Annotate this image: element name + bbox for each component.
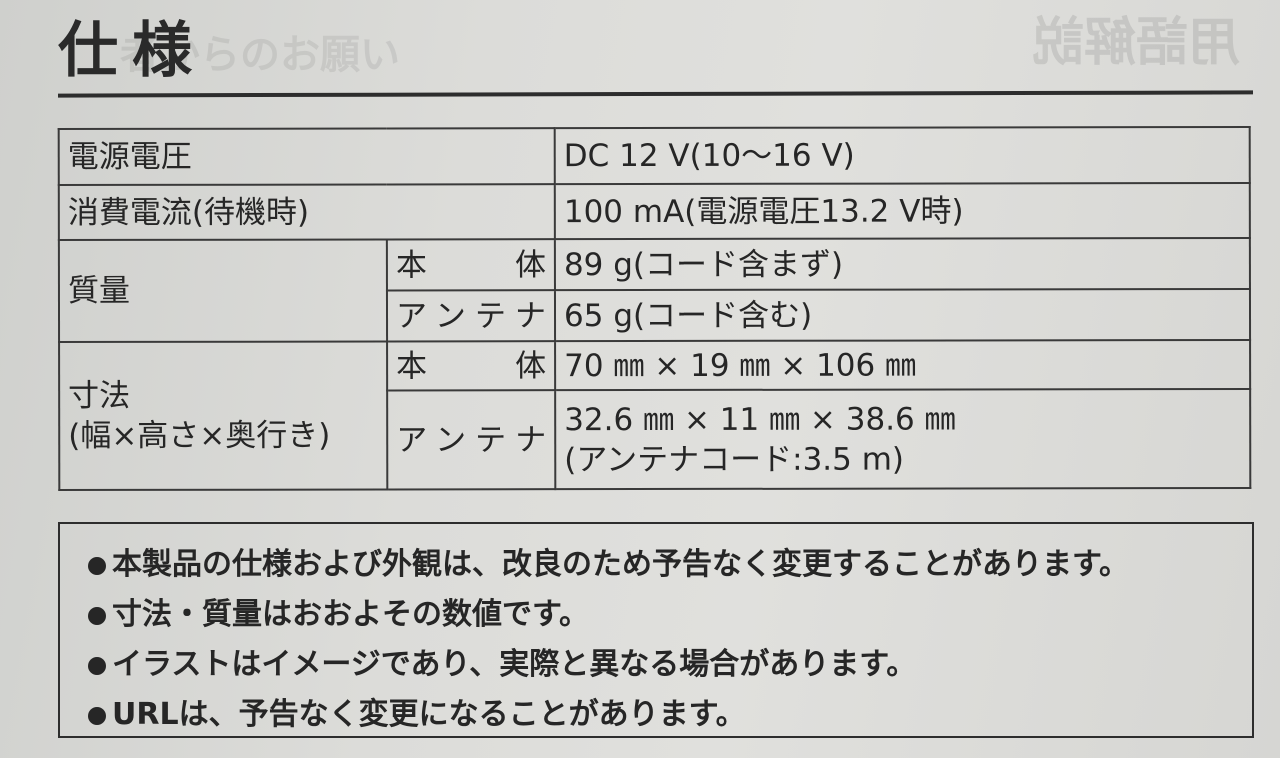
table-row: 電源電圧 DC 12 V(10～16 V) — [58, 126, 1250, 186]
page-title: 仕様 — [58, 16, 206, 86]
bleed-through-heading: 用語解説 — [1031, 13, 1240, 73]
row-value: 32.6 ㎜ × 11 ㎜ × 38.6 ㎜ (アンテナコード:3.5 m) — [555, 388, 1251, 490]
value-line1: 32.6 ㎜ × 11 ㎜ × 38.6 ㎜ — [564, 400, 956, 438]
bullet-icon — [88, 556, 106, 575]
row-label: 質量 — [58, 239, 388, 343]
row-label: 消費電流(待機時) — [58, 184, 555, 241]
row-value: 100 mA(電源電圧13.2 V時) — [554, 182, 1250, 240]
sub-label: 本 体 — [387, 341, 556, 391]
note-item: イラストはイメージであり、実際と異なる場合があります。 — [88, 640, 1252, 690]
bleed-through-subheading: 者からのお願い — [120, 32, 400, 78]
bullet-icon — [88, 656, 106, 675]
table-row: 寸法 (幅×高さ×奥行き) 本 体 70 ㎜ × 19 ㎜ × 106 ㎜ — [59, 339, 1251, 491]
note-item: 本製品の仕様および外観は、改良のため予告なく変更することがあります。 — [88, 540, 1252, 590]
sub-label: 本 体 — [386, 239, 555, 291]
row-label-line1: 寸法 — [68, 377, 131, 415]
note-item: 寸法・質量はおおよその数値です。 — [88, 590, 1252, 640]
row-value: 89 g(コード含まず) — [554, 237, 1250, 291]
table-row: 質量 本 体 89 g(コード含まず) — [58, 237, 1250, 343]
notes-box: 本製品の仕様および外観は、改良のため予告なく変更することがあります。 寸法・質量… — [58, 522, 1254, 738]
spec-table: 電源電圧 DC 12 V(10～16 V) 消費電流(待機時) 100 mA(電… — [58, 126, 1252, 491]
bullet-icon — [88, 706, 106, 725]
row-label: 寸法 (幅×高さ×奥行き) — [59, 341, 388, 491]
sub-label: アンテナ — [387, 390, 556, 490]
row-label-line2: (幅×高さ×奥行き) — [68, 417, 331, 455]
value-line2: (アンテナコード:3.5 m) — [564, 441, 905, 478]
bullet-icon — [88, 606, 106, 625]
note-text: イラストはイメージであり、実際と異なる場合があります。 — [112, 647, 917, 682]
title-rule — [57, 90, 1254, 98]
row-value: 70 ㎜ × 19 ㎜ × 106 ㎜ — [555, 339, 1251, 391]
note-text: URLは、予告なく変更になることがあります。 — [112, 697, 746, 732]
row-label: 電源電圧 — [58, 128, 555, 186]
sub-label: アンテナ — [386, 290, 556, 342]
table-row: 消費電流(待機時) 100 mA(電源電圧13.2 V時) — [58, 182, 1250, 241]
note-text: 寸法・質量はおおよその数値です。 — [112, 597, 589, 632]
row-value: 65 g(コード含む) — [554, 288, 1251, 342]
note-text: 本製品の仕様および外観は、改良のため予告なく変更することがあります。 — [112, 547, 1129, 582]
row-value: DC 12 V(10～16 V) — [554, 126, 1250, 185]
note-item: URLは、予告なく変更になることがあります。 — [88, 690, 1252, 740]
